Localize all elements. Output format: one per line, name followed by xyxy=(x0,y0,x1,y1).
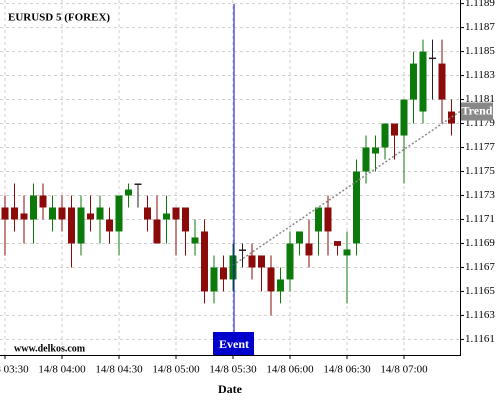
candle-body xyxy=(49,207,56,220)
candle-body xyxy=(125,189,132,196)
trend-label: Trend xyxy=(462,103,493,117)
candle-body xyxy=(1,207,9,220)
candle-body xyxy=(381,123,389,148)
candle-body xyxy=(229,255,237,280)
x-tick-label: 14/8 06:00 xyxy=(266,364,314,376)
x-tick-label: 14/8 07:00 xyxy=(380,364,428,376)
candle-body xyxy=(191,237,199,244)
candle-body xyxy=(334,241,341,246)
y-tick-label: 1.1181 xyxy=(465,93,495,105)
x-tick-label: 14/8 06:30 xyxy=(323,364,371,376)
candle-body xyxy=(286,243,294,280)
candle-body xyxy=(11,207,18,220)
candle-body xyxy=(410,63,417,100)
candle-body xyxy=(77,207,85,244)
plot-layer xyxy=(0,0,461,355)
candle-body xyxy=(220,267,227,280)
candle-body xyxy=(87,213,94,220)
candle-body xyxy=(115,195,123,232)
candle-body xyxy=(153,219,161,244)
x-tick-label: 14/8 05:30 xyxy=(209,364,257,376)
x-tick-label: 14/8 05:00 xyxy=(152,364,200,376)
candle-body xyxy=(58,207,66,220)
y-tick-label: 1.1189 xyxy=(465,0,495,9)
candle-body xyxy=(210,267,218,292)
y-tick-label: 1.1167 xyxy=(465,261,495,273)
y-tick-label: 1.1183 xyxy=(465,69,495,81)
candle-body xyxy=(391,123,398,136)
candle-body xyxy=(372,147,379,154)
candle-body xyxy=(448,111,455,124)
plot-area xyxy=(0,0,460,355)
y-tick-label: 1.1165 xyxy=(465,285,495,297)
y-tick-label: 1.1177 xyxy=(465,141,495,153)
y-tick-label: 1.1179 xyxy=(465,117,495,129)
candle-body xyxy=(182,207,189,232)
y-tick-label: 1.1163 xyxy=(465,309,495,321)
candle-body xyxy=(324,207,332,232)
candle-body xyxy=(96,207,104,220)
y-tick-label: 1.1175 xyxy=(465,165,495,177)
watermark: www.delkos.com xyxy=(14,343,86,354)
y-tick-label: 1.1171 xyxy=(465,213,495,225)
candle-body xyxy=(258,255,265,268)
candle-body xyxy=(315,207,322,232)
candle-body xyxy=(305,243,313,256)
y-tick-label: 1.1169 xyxy=(465,237,495,249)
candle-body xyxy=(144,207,151,220)
candle-body xyxy=(39,195,47,208)
candle-body xyxy=(400,99,408,136)
y-tick-label: 1.1185 xyxy=(465,45,495,57)
candle-body xyxy=(353,171,360,244)
candle-body xyxy=(106,219,113,232)
x-tick-label: 14/8 04:00 xyxy=(38,364,86,376)
x-tick-label: 14/8 03:30 xyxy=(0,364,29,376)
candle-body xyxy=(267,267,275,292)
y-tick-label: 1.1161 xyxy=(465,333,495,345)
x-tick-label: 14/8 04:30 xyxy=(95,364,143,376)
candle-body xyxy=(248,255,256,268)
candle-body xyxy=(277,279,284,292)
chart-title: EURUSD 5 (FOREX) xyxy=(8,12,110,24)
candle-body xyxy=(429,57,436,60)
candle-body xyxy=(239,249,246,251)
y-tick-label: 1.1187 xyxy=(465,21,495,33)
event-label-box xyxy=(213,332,254,355)
candle-body xyxy=(30,195,37,220)
event-label: Event xyxy=(219,337,249,351)
candle-body xyxy=(201,231,208,292)
candle-body xyxy=(134,183,142,185)
candle-body xyxy=(362,147,370,172)
candle-body xyxy=(438,63,446,100)
x-axis-label: Date xyxy=(218,382,243,396)
candle-body xyxy=(419,51,427,112)
candle-body xyxy=(172,207,180,220)
y-tick-label: 1.1173 xyxy=(465,189,495,201)
candle-body xyxy=(20,213,28,220)
candle-body xyxy=(343,249,351,256)
candle-body xyxy=(163,213,170,220)
trend-line xyxy=(232,110,461,266)
candle-body xyxy=(296,231,303,244)
candle-body xyxy=(68,207,75,244)
trend-label-box xyxy=(461,102,493,121)
